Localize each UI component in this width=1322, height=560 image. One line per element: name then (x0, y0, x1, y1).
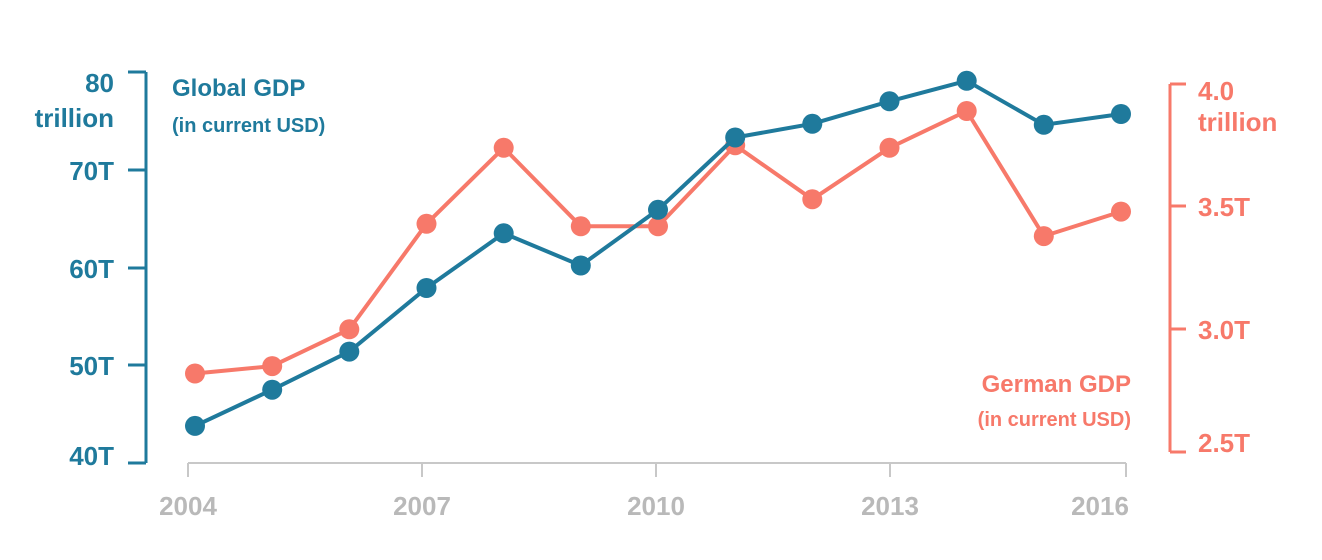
global-gdp-point-2007 (416, 278, 437, 298)
german-gdp-point-2004 (185, 363, 205, 384)
right-tick-label-3-5: 3.5T (1198, 192, 1250, 222)
global-gdp-point-2016 (1111, 104, 1131, 124)
german-gdp-line (194, 109, 1122, 376)
x-tick-label-2010: 2010 (627, 491, 685, 521)
x-axis: 2004 2007 2010 2013 2016 (159, 462, 1129, 521)
left-tick-label-60: 60T (69, 254, 114, 284)
german-gdp-point-2008 (493, 137, 514, 158)
german-gdp-point-2014 (956, 101, 977, 121)
right-axis-unit: trillion (1198, 107, 1277, 137)
right-tick-label-2-5: 2.5T (1198, 428, 1250, 458)
german-gdp-point-2015 (1033, 226, 1054, 247)
german-gdp-point-2009 (570, 216, 591, 237)
global-gdp-point-2014 (956, 70, 977, 91)
global-gdp-point-2011 (725, 127, 746, 148)
global-gdp-point-2008 (493, 223, 514, 244)
global-gdp-point-2004 (185, 415, 205, 436)
global-gdp-point-2006 (339, 341, 360, 362)
left-tick-label-40: 40T (69, 441, 114, 471)
x-tick-label-2013: 2013 (861, 491, 919, 521)
german-gdp-point-2016 (1111, 201, 1131, 222)
german-gdp-point-2013 (879, 137, 900, 158)
global-gdp-point-2015 (1033, 114, 1054, 135)
global-gdp-title: Global GDP (172, 75, 305, 102)
left-axis-unit: trillion (35, 103, 114, 133)
german-gdp-point-2005 (262, 356, 283, 377)
global-gdp-point-2009 (570, 255, 591, 276)
right-tick-label-4-0: 4.0 (1198, 76, 1234, 106)
left-tick-label-50: 50T (69, 351, 114, 381)
left-tick-label-80: 80 (85, 68, 114, 98)
plot-area (185, 70, 1131, 436)
global-gdp-point-2010 (648, 199, 668, 220)
x-tick-label-2007: 2007 (393, 491, 451, 521)
global-gdp-point-2012 (802, 113, 823, 134)
german-gdp-point-2006 (339, 319, 360, 340)
global-gdp-subtitle: (in current USD) (172, 115, 325, 137)
x-tick-label-2016: 2016 (1071, 491, 1129, 521)
german-gdp-series (185, 101, 1131, 384)
left-axis: 80 trillion 70T 60T 50T 40T (35, 68, 148, 471)
german-gdp-point-2007 (416, 213, 437, 234)
global-gdp-point-2013 (879, 91, 900, 112)
german-gdp-subtitle: (in current USD) (978, 409, 1131, 431)
global-gdp-series (185, 70, 1131, 436)
german-gdp-title: German GDP (982, 371, 1131, 398)
right-axis: 4.0 trillion 3.5T 3.0T 2.5T (1168, 76, 1277, 458)
right-tick-label-3-0: 3.0T (1198, 315, 1250, 345)
german-gdp-point-2012 (802, 189, 823, 210)
german-gdp-point-2010 (648, 216, 668, 237)
x-tick-label-2004: 2004 (159, 491, 217, 521)
global-gdp-point-2005 (262, 379, 283, 400)
left-tick-label-70: 70T (69, 156, 114, 186)
